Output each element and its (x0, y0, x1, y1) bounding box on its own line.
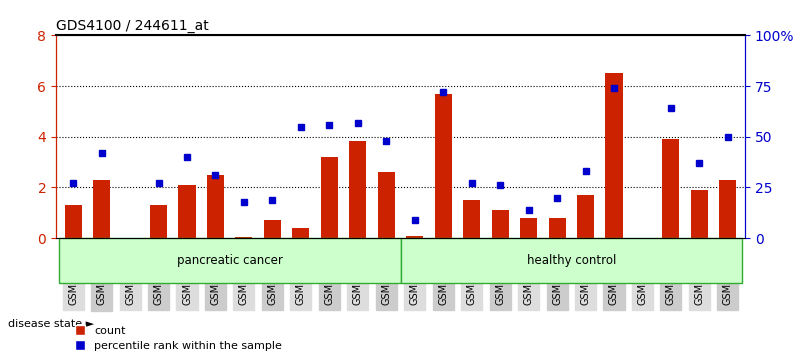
Bar (179, 185, 195, 238)
Text: disease state ►: disease state ► (8, 319, 95, 329)
Bar (606, 73, 622, 238)
Bar (492, 210, 509, 238)
Bar (150, 205, 167, 238)
Bar (520, 218, 537, 238)
Bar (719, 180, 736, 238)
Bar (207, 175, 224, 238)
Bar (378, 172, 395, 238)
Bar (235, 237, 252, 238)
FancyBboxPatch shape (59, 238, 400, 283)
Bar (349, 141, 366, 238)
Bar (320, 157, 338, 238)
Bar (65, 205, 82, 238)
Bar (577, 195, 594, 238)
Bar (264, 221, 281, 238)
Legend: count, percentile rank within the sample: count, percentile rank within the sample (70, 321, 287, 354)
Text: GDS4100 / 244611_at: GDS4100 / 244611_at (56, 19, 209, 33)
Bar (292, 228, 309, 238)
Bar (463, 200, 481, 238)
Bar (406, 236, 423, 238)
Bar (662, 139, 679, 238)
Bar (93, 180, 111, 238)
Text: pancreatic cancer: pancreatic cancer (177, 254, 283, 267)
Text: healthy control: healthy control (526, 254, 616, 267)
Bar (690, 190, 708, 238)
Bar (549, 218, 566, 238)
Bar (435, 94, 452, 238)
FancyBboxPatch shape (400, 238, 742, 283)
